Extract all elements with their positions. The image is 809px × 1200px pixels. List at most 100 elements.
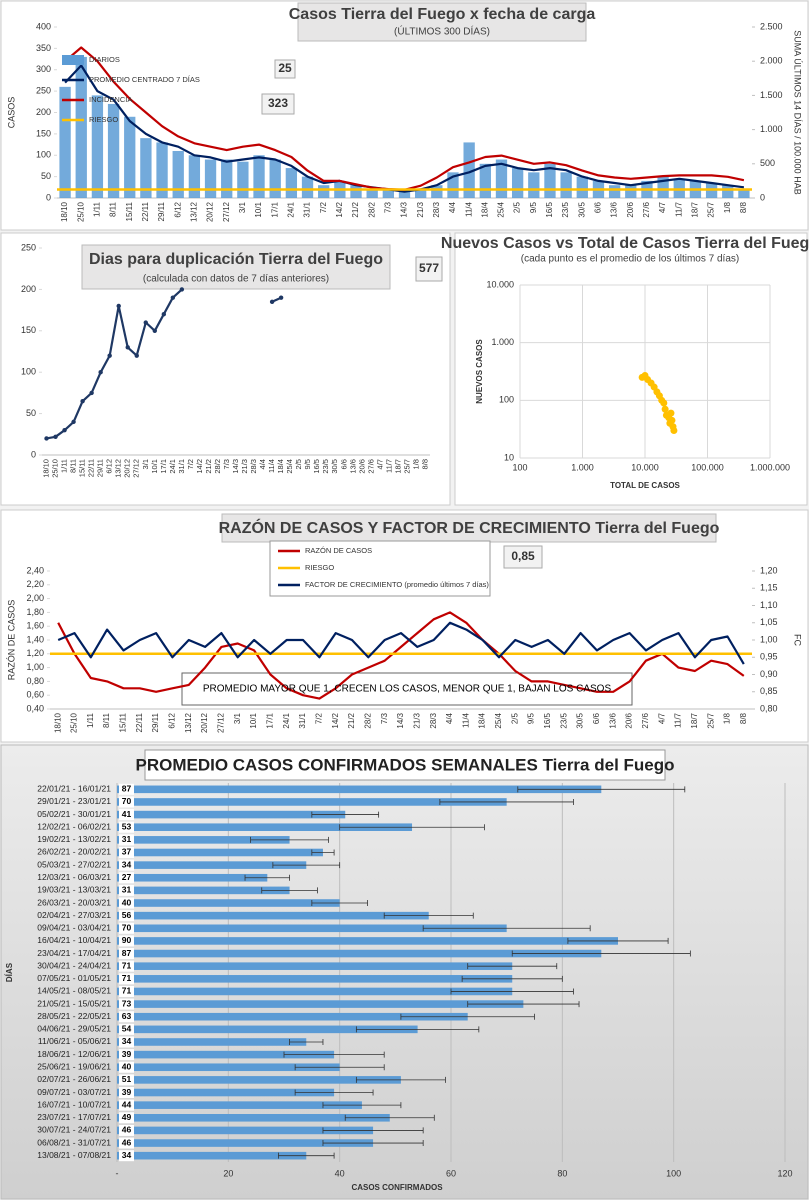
x-tick-label: 13/6 <box>608 712 617 728</box>
bar <box>117 1038 307 1046</box>
x-tick-label: 6/6 <box>592 712 601 724</box>
value-label: 46 <box>122 1125 132 1135</box>
value-label-box <box>119 872 134 884</box>
error-bar <box>422 925 591 932</box>
bar <box>511 168 524 198</box>
x-tick-label: 7/3 <box>222 459 231 469</box>
x-tick-label: 1/8 <box>723 712 732 724</box>
error-bar <box>322 1127 424 1134</box>
x-tick-label: 29/11 <box>96 459 105 477</box>
error-bar <box>322 1140 424 1147</box>
value-label: 70 <box>122 923 132 933</box>
y2-axis-title: SUMA ÚLTIMOS 14 DÍAS / 100.000 HAB <box>793 30 803 194</box>
error-bar <box>250 836 329 843</box>
y-tick-label: 1.000 <box>491 337 514 347</box>
x-tick-label: 8/11 <box>102 712 111 728</box>
panel <box>454 232 808 506</box>
y-tick-label: 250 <box>36 86 51 96</box>
x-tick-label: 3/1 <box>141 459 150 469</box>
y-tick-label: 18/06/21 - 12/06/21 <box>37 1049 111 1059</box>
x-tick-label: 6/12 <box>105 459 114 474</box>
x-tick-label: 25/4 <box>285 459 294 474</box>
bar <box>722 185 734 198</box>
annotation: PROMEDIO MAYOR QUE 1, CRECEN LOS CASOS, … <box>203 684 612 695</box>
y2-tick-label: 1,00 <box>760 634 778 644</box>
y-tick-label: 07/05/21 - 01/05/21 <box>37 973 111 983</box>
x-tick-label: 17/1 <box>270 201 279 217</box>
bar <box>75 56 87 198</box>
y-axis-title: RAZÓN DE CASOS <box>6 600 16 681</box>
y2-tick-label: 1,15 <box>760 583 778 593</box>
y-tick-label: 200 <box>36 107 51 117</box>
x-tick-label: 14/2 <box>331 712 340 728</box>
error-bar <box>339 824 485 831</box>
value-label-box <box>119 1099 134 1111</box>
x-tick-label: 16/5 <box>545 201 554 217</box>
bar <box>117 810 346 819</box>
x-tick-label: 24/1 <box>168 459 177 474</box>
value-label-box <box>119 1011 134 1023</box>
x-tick-label: 25/4 <box>494 712 503 728</box>
value-label: 31 <box>122 834 132 844</box>
y-tick-label: 26/02/21 - 20/02/21 <box>37 847 111 857</box>
error-bar <box>294 1089 374 1096</box>
value-box-text: 25 <box>278 61 292 75</box>
y-tick-label: 29/01/21 - 23/01/21 <box>37 796 111 806</box>
error-bar <box>511 950 691 957</box>
y-tick-label: 10 <box>504 452 514 462</box>
y-tick-label: 19/03/21 - 13/03/21 <box>37 885 111 895</box>
y-tick-label: 09/07/21 - 03/07/21 <box>37 1087 111 1097</box>
value-label-box <box>119 985 134 997</box>
x-tick-label: 28/3 <box>432 201 441 217</box>
bar <box>431 185 443 198</box>
value-label-box <box>119 783 134 795</box>
x-tick-label: 27/12 <box>222 201 231 222</box>
value-label: 39 <box>122 1049 132 1059</box>
x-tick-label: 18/10 <box>41 459 50 478</box>
x-tick-label: - <box>116 1168 119 1178</box>
bar <box>117 861 307 869</box>
y-tick-label: 0,40 <box>26 703 44 713</box>
x-tick-label: 2/5 <box>513 201 522 213</box>
y2-tick-label: 0,80 <box>760 703 778 713</box>
x-tick-label: 14/2 <box>335 201 344 217</box>
x-tick-label: 80 <box>557 1168 567 1178</box>
x-tick-label: 25/7 <box>402 459 411 474</box>
x-tick-label: 7/3 <box>380 712 389 724</box>
bar <box>59 86 71 198</box>
point <box>170 295 176 300</box>
error-bar <box>261 887 318 894</box>
x-tick-label: 27/6 <box>366 459 375 474</box>
y-tick-label: 11/06/21 - 05/06/21 <box>38 1036 111 1046</box>
chart-title: Nuevos Casos vs Total de Casos Tierra de… <box>441 235 809 252</box>
bar <box>608 185 621 198</box>
legend-label: RAZÓN DE CASOS <box>305 546 372 555</box>
x-tick-label: 100 <box>666 1168 681 1178</box>
x-tick-label: 30/5 <box>330 459 339 474</box>
x-tick-label: 22/11 <box>141 201 150 221</box>
x-tick-label: 21/2 <box>351 201 360 217</box>
x-tick-label: 20/6 <box>357 459 366 474</box>
point <box>152 328 157 333</box>
bar <box>117 1126 374 1135</box>
value-label: 46 <box>122 1137 132 1147</box>
y-tick-label: 23/07/21 - 17/07/21 <box>37 1112 111 1122</box>
y-axis-title: NUEVOS CASOS <box>475 339 484 404</box>
bar <box>117 1151 307 1160</box>
point <box>670 426 678 434</box>
error-bar <box>467 963 558 970</box>
x-tick-label: 8/8 <box>420 459 429 469</box>
error-bar <box>311 900 368 907</box>
error-bar <box>567 937 669 944</box>
error-bar <box>244 874 290 881</box>
x-tick-label: 11/7 <box>674 712 683 728</box>
point <box>661 405 669 413</box>
x-tick-label: 31/1 <box>303 201 312 217</box>
value-box <box>274 59 296 79</box>
y-tick-label: 400 <box>36 21 51 31</box>
x-tick-label: 8/8 <box>739 201 748 213</box>
value-label-box <box>119 1137 134 1149</box>
bar <box>107 103 120 198</box>
legend-label: RIESGO <box>305 563 334 572</box>
error-bar <box>400 1013 535 1020</box>
